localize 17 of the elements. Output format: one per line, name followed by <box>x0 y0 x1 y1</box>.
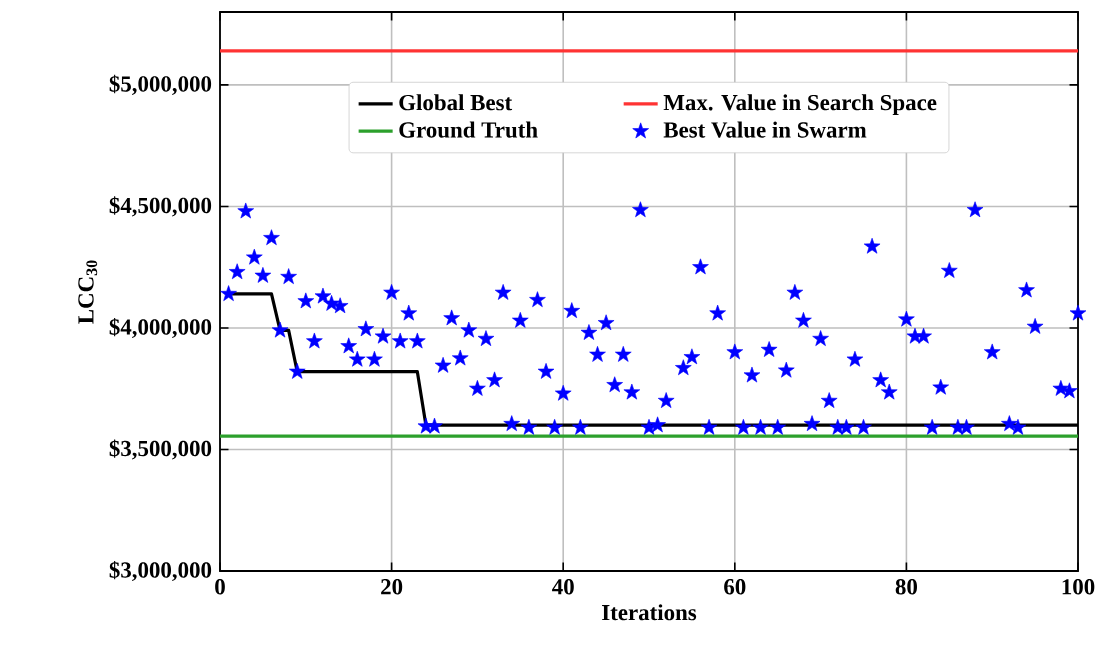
y-axis-title: LCC$_{30}$ <box>78 260 98 324</box>
x-tick-label: 80 <box>895 579 917 595</box>
y-tick-label: $4,000,000 <box>109 317 212 339</box>
y-tick-label: $3,500,000 <box>109 439 212 460</box>
x-tick-label: 60 <box>724 579 746 595</box>
x-axis-title: Iterations <box>602 604 697 621</box>
y-tick-label: $3,000,000 <box>109 560 212 582</box>
x-tick-label: 100 <box>1062 579 1095 595</box>
x-tick-label: 20 <box>381 579 403 595</box>
legend-label: Max. Value in Search Space <box>663 94 937 115</box>
y-tick-label: $4,500,000 <box>109 196 212 217</box>
x-tick-label: 0 <box>215 579 225 595</box>
y-tick-label: $5,000,000 <box>109 74 212 95</box>
legend-label: Global Best <box>399 94 513 111</box>
legend-label: Best Value in Swarm <box>663 121 867 138</box>
legend-label: Ground Truth <box>399 121 538 138</box>
x-tick-label: 40 <box>552 579 574 595</box>
